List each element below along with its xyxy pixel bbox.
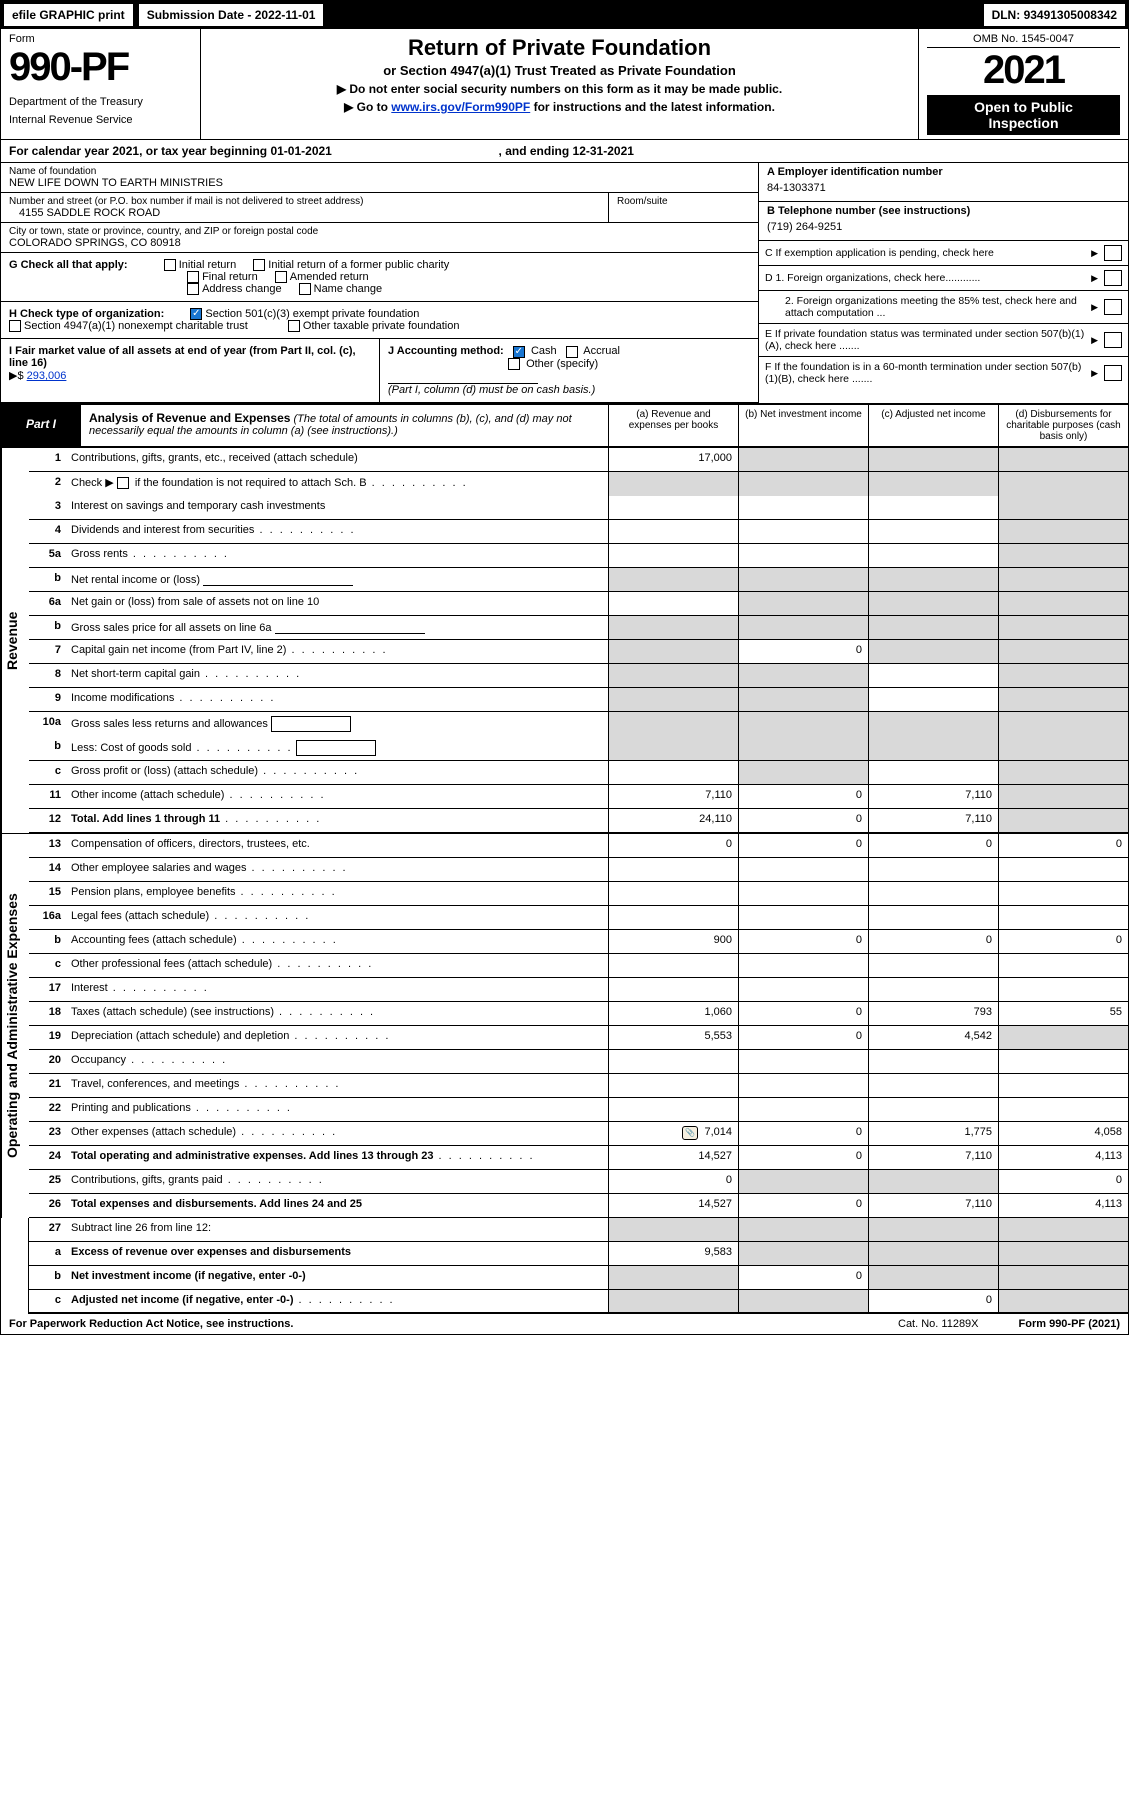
info-grid: Name of foundation NEW LIFE DOWN TO EART… [1,163,1128,403]
expenses-section: Operating and Administrative Expenses 13… [1,833,1128,1218]
checkbox-address-change[interactable] [187,283,199,295]
section-e: E If private foundation status was termi… [765,328,1091,352]
line27-section: 27Subtract line 26 from line 12: aExcess… [1,1218,1128,1314]
omb-number: OMB No. 1545-0047 [927,33,1120,48]
tel-value: (719) 264-9251 [767,217,1120,237]
section-i-j: I Fair market value of all assets at end… [1,339,758,402]
checkbox-accrual[interactable] [566,346,578,358]
expenses-label: Operating and Administrative Expenses [1,834,29,1218]
form-title: Return of Private Foundation [211,35,908,61]
instructions-link[interactable]: www.irs.gov/Form990PF [391,100,530,114]
top-bar: efile GRAPHIC print Submission Date - 20… [1,1,1128,29]
checkbox-d2[interactable] [1104,299,1122,315]
ssn-note: ▶ Do not enter social security numbers o… [211,82,908,96]
checkbox-name-change[interactable] [299,283,311,295]
room-caption: Room/suite [617,196,750,207]
col-c-header: (c) Adjusted net income [868,405,998,446]
form-subtitle: or Section 4947(a)(1) Trust Treated as P… [211,63,908,78]
checkbox-final-return[interactable] [187,271,199,283]
fmv-value: 293,006 [27,370,67,382]
checkbox-schb[interactable] [117,477,129,489]
city-state-zip: COLORADO SPRINGS, CO 80918 [9,237,750,249]
line1-a: 17,000 [608,448,738,471]
cat-no: Cat. No. 11289X [858,1318,1019,1330]
tax-year: 2021 [927,48,1120,93]
line12-a: 24,110 [608,809,738,832]
cash-basis-note: (Part I, column (d) must be on cash basi… [388,384,595,396]
checkbox-e[interactable] [1104,332,1122,348]
addr-caption: Number and street (or P.O. box number if… [9,196,600,207]
instructions-link-line: ▶ Go to www.irs.gov/Form990PF for instru… [211,100,908,114]
ein-value: 84-1303371 [767,178,1120,198]
col-a-header: (a) Revenue and expenses per books [608,405,738,446]
col-d-header: (d) Disbursements for charitable purpose… [998,405,1128,446]
section-g: G Check all that apply: Initial return I… [1,253,758,302]
schedule-icon[interactable]: 📎 [682,1126,698,1140]
section-d1: D 1. Foreign organizations, check here..… [765,272,1091,284]
page-footer: For Paperwork Reduction Act Notice, see … [1,1314,1128,1334]
section-c: C If exemption application is pending, c… [765,247,1091,259]
checkbox-cash[interactable] [513,346,525,358]
checkbox-501c3[interactable] [190,308,202,320]
checkbox-initial-return[interactable] [164,259,176,271]
checkbox-other-method[interactable] [508,358,520,370]
col-b-header: (b) Net investment income [738,405,868,446]
city-caption: City or town, state or province, country… [9,226,750,237]
name-caption: Name of foundation [9,166,750,177]
section-f: F If the foundation is in a 60-month ter… [765,361,1091,385]
line7-b: 0 [738,640,868,663]
address: 4155 SADDLE ROCK ROAD [9,207,600,219]
open-public: Open to Public Inspection [927,95,1120,135]
section-h: H Check type of organization: Section 50… [1,302,758,339]
checkbox-c[interactable] [1104,245,1122,261]
dln: DLN: 93491305008342 [983,3,1126,27]
submission-date: Submission Date - 2022-11-01 [138,3,325,27]
checkbox-initial-former[interactable] [253,259,265,271]
form-ref: Form 990-PF (2021) [1019,1318,1120,1330]
checkbox-f[interactable] [1104,365,1122,381]
part1-header: Part I Analysis of Revenue and Expenses … [1,403,1128,447]
irs: Internal Revenue Service [9,114,192,126]
foundation-name: NEW LIFE DOWN TO EARTH MINISTRIES [9,177,750,189]
section-d2: 2. Foreign organizations meeting the 85%… [765,295,1091,319]
form-number: 990-PF [9,45,192,90]
revenue-label: Revenue [1,448,29,833]
part1-tag: Part I [1,405,81,446]
line27a-a: 9,583 [608,1242,738,1265]
paperwork-notice: For Paperwork Reduction Act Notice, see … [9,1318,858,1330]
line23-a: 📎 7,014 [608,1122,738,1145]
tel-label: B Telephone number (see instructions) [767,205,970,217]
dept-treasury: Department of the Treasury [9,96,192,108]
accounting-method-label: J Accounting method: [388,345,504,357]
form-header: Form 990-PF Department of the Treasury I… [1,29,1128,140]
part1-title: Analysis of Revenue and Expenses [89,411,290,425]
fmv-label: I Fair market value of all assets at end… [9,345,356,369]
form-word: Form [9,33,192,45]
checkbox-d1[interactable] [1104,270,1122,286]
revenue-section: Revenue 1Contributions, gifts, grants, e… [1,447,1128,833]
checkbox-other-taxable[interactable] [288,320,300,332]
efile-label: efile GRAPHIC print [3,3,134,27]
tax-year-line: For calendar year 2021, or tax year begi… [1,140,1128,163]
checkbox-4947a1[interactable] [9,320,21,332]
checkbox-amended[interactable] [275,271,287,283]
ein-label: A Employer identification number [767,166,943,178]
line11-a: 7,110 [608,785,738,808]
